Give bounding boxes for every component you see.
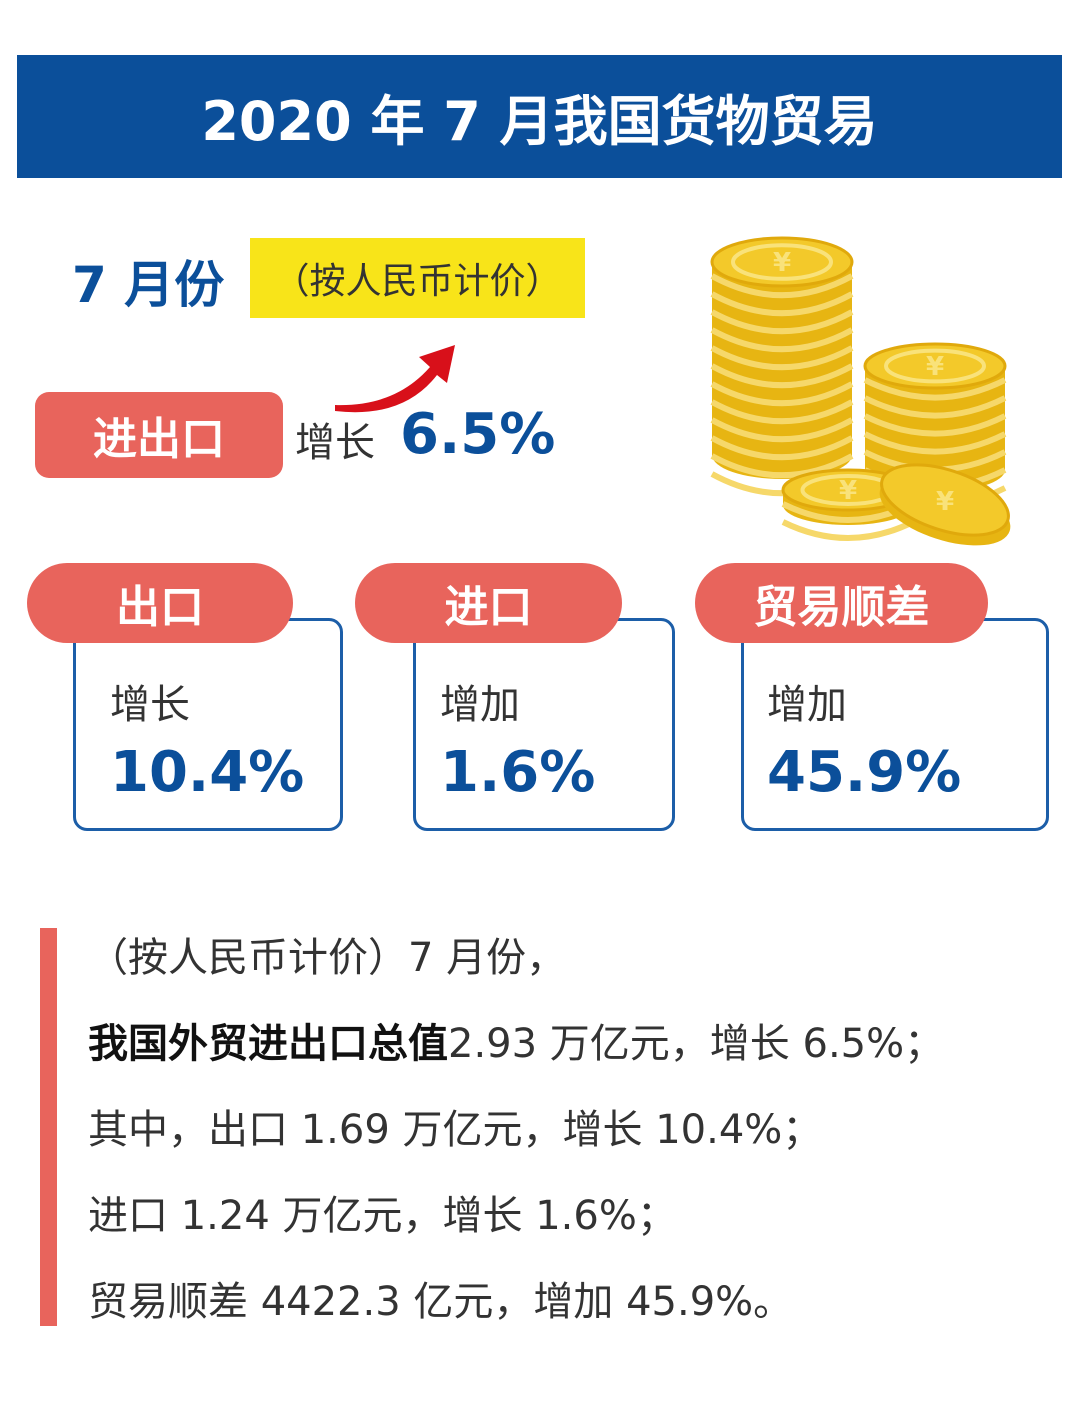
coin-part [710,435,854,461]
card-label: 进口 [355,563,622,643]
summary-line: 进口 1.24 万亿元，增长 1.6%； [88,1183,677,1241]
card-label: 贸易顺差 [695,563,988,643]
card [73,618,343,831]
summary-text: 进口 1.24 万亿元，增长 1.6%； [88,1193,677,1239]
summary-strong: 我国外贸进出口总值 [88,1021,448,1067]
card-value: 1.6% [440,740,596,805]
summary-text: 其中，出口 1.69 万亿元，增长 10.4%； [88,1107,823,1153]
coin-part [710,327,854,353]
summary-text: 贸易顺差 4422.3 亿元，增加 45.9%。 [88,1279,794,1325]
coin-part [710,453,854,479]
coin-part [710,273,854,299]
coin-illustration: ¥ ¥ ¥ ¥ [710,236,1011,546]
coin-part [863,395,1007,419]
coin-part [710,363,854,389]
summary-text: （按人民币计价）7 月份， [88,935,567,981]
coin-part: ¥ [839,476,857,506]
card-verb: 增长 [110,682,190,728]
coin-part [863,431,1007,455]
card-value: 10.4% [110,740,305,805]
coin-part [863,413,1007,437]
summary-line: 贸易顺差 4422.3 亿元，增加 45.9%。 [88,1269,793,1327]
coin-part: ¥ [936,487,954,517]
summary-text: 2.93 万亿元，增长 6.5%； [448,1021,945,1067]
card-verb: 增加 [767,682,847,728]
coin-part: ¥ [926,352,944,382]
coin-part [710,399,854,425]
card-value: 45.9% [767,740,962,805]
coin-part [863,377,1007,401]
coin-part [781,519,915,541]
coin-part [710,417,854,443]
coin-part [710,309,854,335]
period-note: （按人民币计价） [250,238,585,318]
coin-part [884,348,986,384]
header-title: 2020 年 7 月我国货物贸易 [17,55,1062,178]
coin-part [710,381,854,407]
summary-line: （按人民币计价）7 月份， [88,925,566,983]
total-label: 进出口 [35,392,283,478]
total-value: 6.5% [400,402,556,467]
coin-part [731,243,833,281]
card-label: 出口 [27,563,293,643]
total-verb: 增长 [295,420,375,466]
summary-accent [40,928,57,1326]
card [741,618,1049,831]
coin-part: ¥ [773,248,791,278]
coin-part [710,345,854,371]
card-verb: 增加 [440,682,520,728]
coin-part [880,463,1010,537]
coin-part [710,291,854,317]
card [413,618,675,831]
summary-line: 其中，出口 1.69 万亿元，增长 10.4%； [88,1097,822,1155]
summary-line: 我国外贸进出口总值2.93 万亿元，增长 6.5%； [88,1011,944,1069]
period-label: 7 月份 [72,256,225,314]
